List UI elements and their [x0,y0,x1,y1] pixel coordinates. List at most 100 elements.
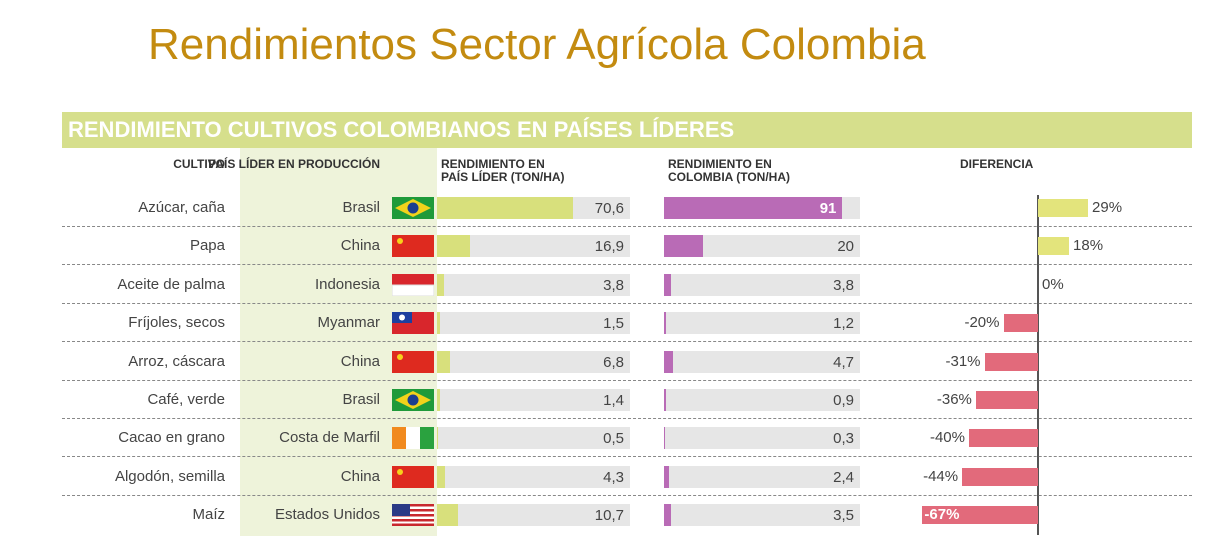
bar-background [664,465,860,488]
bar-background [664,389,860,411]
row-separator [62,341,1192,343]
column-header: DIFERENCIA [960,157,1034,171]
flag [392,235,434,257]
bar-background [664,504,860,527]
difference-label: -40% [929,429,965,447]
bar [437,427,438,450]
page-title: Rendimientos Sector Agrícola Colombia [148,20,926,69]
bar [664,389,666,411]
country-label: Myanmar [317,314,380,332]
value-label: 20 [837,238,854,256]
bar [437,350,451,373]
country-label: China [340,237,380,255]
flag [392,504,434,526]
value-label: 1,2 [833,315,854,333]
table-heading: RENDIMIENTO CULTIVOS COLOMBIANOS EN PAÍS… [68,117,735,142]
bar [437,389,440,411]
bar [437,504,458,527]
bar [664,465,669,488]
flag [392,389,434,411]
value-label: 1,4 [603,392,624,409]
difference-bar [975,391,1038,409]
country-label: Estados Unidos [274,506,380,524]
crop-label: Café, verde [147,391,225,408]
crop-label: Papa [189,237,225,255]
value-label: 6,8 [603,353,624,371]
flag [392,427,434,449]
bar [664,235,704,258]
value-label: 16,9 [594,238,624,256]
value-label: 0,5 [603,430,624,448]
bar-background [664,235,860,258]
difference-bar [962,467,1038,486]
bar-background [437,350,630,373]
country-label: Indonesia [314,275,380,293]
value-label: 2,4 [833,468,854,486]
value-label: 10,7 [594,507,624,525]
column-header: RENDIMIENTO EN PAÍS LÍDER (TON/HA) [441,157,565,184]
difference-bar [922,506,1038,525]
row-separator [62,264,1192,266]
crop-label: Maíz [192,506,225,524]
bar-background [437,273,630,296]
bar [437,235,470,258]
difference-label: -44% [923,467,959,485]
country-label: Brasil [342,199,380,216]
country-label: China [340,352,380,370]
value-label: 0,3 [833,430,854,448]
difference-bar [1003,314,1038,333]
value-label: 1,5 [603,315,624,333]
row-separator [62,379,1192,381]
difference-label: 29% [1092,199,1123,216]
value-label: 0,9 [833,392,854,409]
bar-background [437,504,630,527]
crop-label: Arroz, cáscara [128,352,225,370]
flag [392,274,434,296]
zero-line [1037,195,1039,535]
value-label: 91 [819,200,837,217]
bar-background [664,312,860,335]
difference-label: 0% [1042,275,1064,293]
bar [664,350,674,373]
crop-label: Fríjoles, secos [128,314,225,332]
crop-label: Aceite de palma [117,275,225,293]
value-label: 3,5 [833,507,854,525]
value-label: 3,8 [833,276,854,294]
bar [437,465,446,488]
bar-background [664,273,860,296]
flag [392,197,434,219]
country-label: Costa de Marfil [279,429,380,447]
column-header: RENDIMIENTO EN COLOMBIA (TON/HA) [668,157,790,184]
difference-bar [969,429,1038,448]
country-label: Brasil [342,391,380,408]
difference-bar [1038,237,1070,256]
bar-background [437,465,630,488]
bar-background [664,427,860,450]
bar-background [437,427,630,450]
bar-background [437,389,630,411]
row-separator [62,302,1192,304]
difference-label: -31% [945,352,981,370]
heading-band [62,112,1192,148]
row-separator [62,494,1192,496]
bar-background [437,235,630,258]
row-separator [62,456,1192,458]
difference-bar [1038,199,1089,217]
bar-background [664,350,860,373]
bar [664,504,671,527]
flag [392,466,434,488]
bar [664,312,667,335]
flag [392,312,434,334]
difference-label: -36% [936,391,972,408]
value-label: 70,6 [594,200,624,217]
column-header: CULTIVO [173,157,225,171]
bar [437,273,445,296]
bar [664,197,843,219]
difference-bar [984,352,1038,371]
difference-label: -20% [964,314,1000,332]
value-label: 4,7 [833,353,854,371]
row-separator [62,418,1192,419]
crop-label: Azúcar, caña [138,199,225,216]
crop-label: Cacao en grano [118,429,225,447]
